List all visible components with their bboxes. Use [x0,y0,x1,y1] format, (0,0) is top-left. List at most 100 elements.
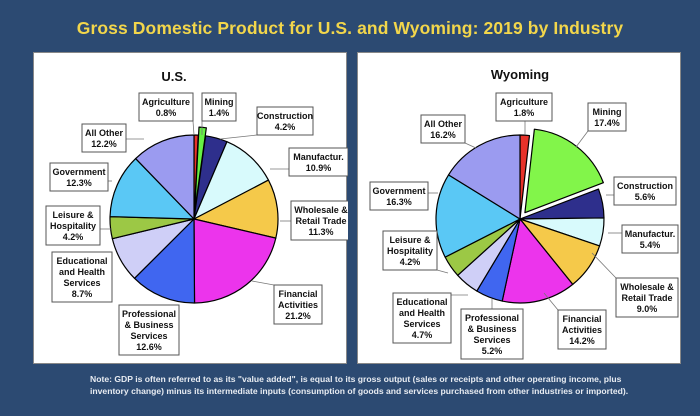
label-value: 4.2% [400,257,421,267]
label-name: Mining [593,107,622,117]
label-name: Educational [56,256,107,266]
pie-slice-all-other [135,134,195,220]
label-box [615,277,679,318]
label-name: All Other [85,128,124,138]
label-value: 11.3% [308,227,333,237]
pie-slice-financial-activities [501,218,574,304]
leader-line [543,292,559,311]
label-name: Construction [257,111,313,121]
label-value: 12.3% [66,178,92,188]
label-box [273,284,323,325]
label-value: 16.2% [430,130,456,140]
leader-line [591,252,617,279]
label-name: Wholesale & [620,282,674,292]
label-value: 1.8% [514,108,535,118]
label-name: Leisure & [389,235,431,245]
label-name: Agriculture [142,97,190,107]
label-name: Hospitality [387,246,433,256]
chart-title: Gross Domestic Product for U.S. and Wyom… [76,18,624,38]
label-value: 10.9% [306,163,332,173]
pie-slices [109,126,279,304]
pie-title: Wyoming [491,67,549,82]
label-name: Activities [278,300,318,310]
label-name: Services [473,335,510,345]
label-box [45,205,101,246]
label-name: & Business [467,324,516,334]
label-name: Educational [396,297,447,307]
footnote-line-1: Note: GDP is often referred to as its "v… [90,374,622,384]
label-box [621,224,679,254]
pie-slice-government [109,157,195,220]
label-name: Mining [205,97,234,107]
leader-line [464,142,477,149]
label-box [613,176,677,206]
label-box [382,230,438,271]
leader-line [251,280,275,286]
label-name: Retail Trade [295,216,346,226]
pie-slice-professional-and-business-services [133,218,196,304]
label-value: 16.3% [386,197,412,207]
label-box [256,106,314,136]
pie-slice-government [435,174,521,258]
label-name: Professional [465,313,519,323]
label-value: 4.7% [412,330,433,340]
label-name: Government [52,167,105,177]
label-box [587,102,627,132]
footnote-line-2: inventory change) minus its intermediate… [90,386,629,396]
footnote: Note: GDP is often referred to as its "v… [90,373,630,397]
label-value: 17.4% [594,118,620,128]
label-box [420,114,466,144]
label-box [288,147,348,177]
label-value: 21.2% [285,311,311,321]
label-box [460,308,524,360]
label-value: 9.0% [637,304,658,314]
label-box [392,292,452,344]
label-name: All Other [424,119,463,129]
label-value: 5.6% [635,192,656,202]
pie-slice-financial-activities [193,218,277,304]
label-name: Leisure & [52,210,94,220]
label-name: Manufactur. [625,229,676,239]
label-name: and Health [59,267,105,277]
label-value: 14.2% [569,336,595,346]
label-box [138,92,194,122]
pie-slice-all-other [447,134,521,220]
label-name: Activities [562,325,602,335]
label-name: Financial [562,314,601,324]
label-box [369,181,429,211]
wyoming-pie-panel: Wyoming Agriculture 1.8% Mining 17.4% Constru… [357,52,681,364]
leader-line [575,130,589,148]
label-name: Retail Trade [621,293,672,303]
label-box [81,123,127,153]
label-name: Agriculture [500,97,548,107]
label-name: and Health [399,308,445,318]
label-name: Construction [617,181,673,191]
label-value: 4.2% [275,122,296,132]
label-name: Hospitality [50,221,96,231]
label-name: Manufactur. [293,152,344,162]
data-label-manufactur: Manufactur.10.9% [270,147,348,177]
label-value: 5.2% [482,346,503,356]
leader-line [436,269,449,274]
data-label-manufactur: Manufactur.5.4% [608,224,679,254]
label-value: 0.8% [156,108,177,118]
label-box [495,92,553,122]
label-box [201,92,237,122]
label-value: 4.2% [63,232,84,242]
pie-title: U.S. [161,69,186,84]
